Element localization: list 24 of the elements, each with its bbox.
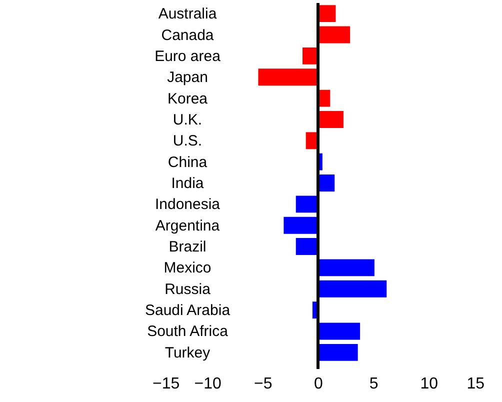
y-tick-label: Saudi Arabia: [144, 302, 231, 320]
x-tick-label: −15: [152, 376, 180, 392]
y-tick-label: South Africa: [147, 323, 229, 340]
y-tick-label: Japan: [167, 69, 208, 86]
x-tick-label: 10: [420, 376, 438, 392]
x-tick-label: 15: [466, 376, 485, 392]
x-tick-label: −5: [254, 376, 272, 392]
y-tick-label: Argentina: [155, 217, 220, 234]
x-tick-label: 0: [314, 376, 324, 392]
y-tick-label: Russia: [164, 280, 212, 298]
y-tick-label: Australia: [158, 6, 218, 23]
y-tick-label: Mexico: [164, 260, 212, 277]
y-tick-label: India: [171, 175, 204, 192]
y-tick-label: Brazil: [168, 238, 206, 256]
y-tick-label: Euro area: [154, 48, 222, 65]
x-tick-label: 5: [369, 376, 378, 392]
x-tick-label: −10: [194, 376, 222, 392]
y-tick-label: U.S.: [172, 132, 202, 150]
y-tick-label: China: [168, 154, 208, 171]
y-tick-label: Canada: [161, 26, 214, 44]
y-tick-label: Korea: [167, 90, 208, 108]
y-tick-label: Indonesia: [154, 196, 221, 214]
y-tick-label: U.K.: [172, 111, 202, 128]
y-tick-label: Turkey: [164, 344, 211, 362]
